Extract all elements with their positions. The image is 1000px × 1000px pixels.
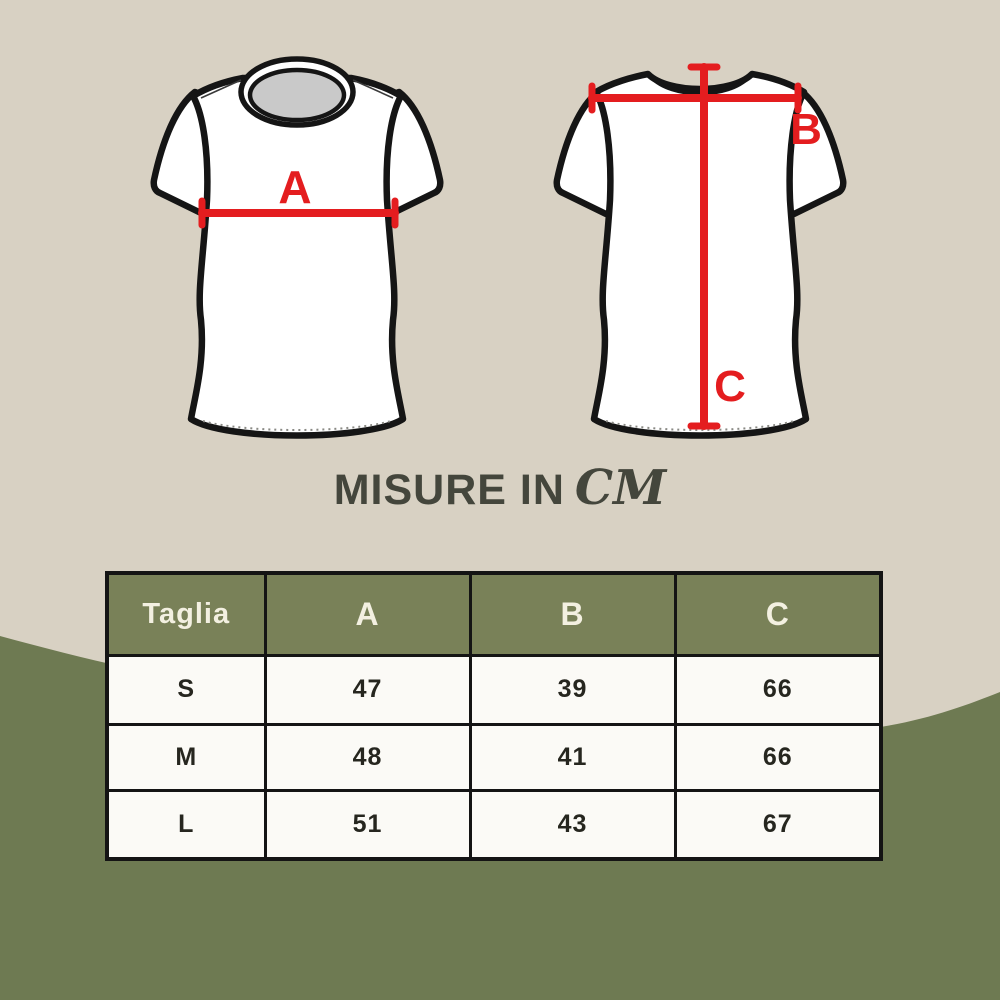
tshirt-back-diagram: B C <box>553 63 847 439</box>
page-title: MISURE IN CM <box>0 464 1000 514</box>
table-row-l: L 51 43 67 <box>105 788 883 861</box>
tshirt-front-left-shoulder-seam <box>200 79 242 99</box>
size-s-value-c: 66 <box>673 653 883 726</box>
tshirt-front-body <box>187 74 407 439</box>
header-c: C <box>673 571 883 657</box>
measure-label-c: C <box>714 362 746 411</box>
size-s-value-a: 47 <box>263 653 472 726</box>
header-b: B <box>468 571 677 657</box>
header-a: A <box>263 571 472 657</box>
size-m-label: M <box>105 722 267 792</box>
measure-label-b: B <box>790 105 822 154</box>
size-m-value-b: 41 <box>468 722 677 792</box>
tshirt-front-collar-inner <box>247 67 347 123</box>
title-unit: CM <box>574 460 667 516</box>
tshirt-front-diagram: A <box>150 56 444 439</box>
size-l-value-b: 43 <box>468 788 677 861</box>
table-row-s: S 47 39 66 <box>105 653 883 726</box>
size-m-value-a: 48 <box>263 722 472 792</box>
size-table-header-row: Taglia A B C <box>105 571 883 657</box>
size-table: Taglia A B C S 47 39 66 M 48 41 66 L 51 … <box>105 571 883 861</box>
size-l-value-a: 51 <box>263 788 472 861</box>
header-taglia: Taglia <box>105 571 267 657</box>
tshirt-back-hem-stitch <box>605 420 795 431</box>
table-row-m: M 48 41 66 <box>105 722 883 792</box>
tshirt-front-hem-stitch <box>202 420 392 431</box>
size-s-value-b: 39 <box>468 653 677 726</box>
measure-label-a: A <box>278 161 311 213</box>
size-m-value-c: 66 <box>673 722 883 792</box>
size-l-value-c: 67 <box>673 788 883 861</box>
size-l-label: L <box>105 788 267 861</box>
title-main: MISURE IN <box>333 466 565 514</box>
size-s-label: S <box>105 653 267 726</box>
tshirt-front-right-shoulder-seam <box>352 79 394 99</box>
